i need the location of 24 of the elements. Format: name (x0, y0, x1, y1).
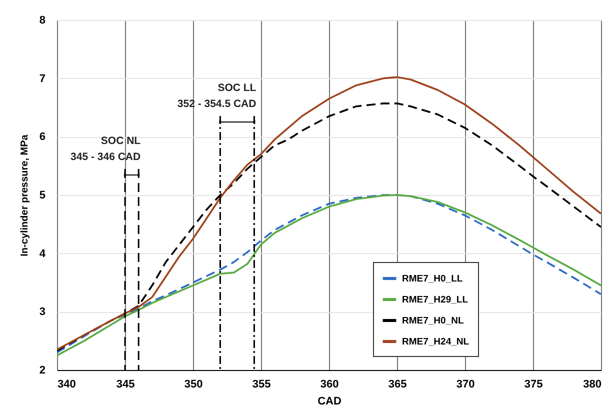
y-tick-label: 2 (39, 364, 46, 376)
x-tick-label: 360 (320, 378, 339, 390)
x-tick-label: 365 (388, 378, 407, 390)
annotation: SOC LL (218, 82, 257, 94)
x-tick-label: 380 (583, 378, 602, 390)
x-tick-label: 340 (58, 378, 76, 390)
x-tick-label: 350 (184, 378, 203, 390)
legend-label: RME7_H0_NL (402, 316, 464, 326)
y-tick-label: 4 (39, 248, 46, 260)
annotation: SOC NL (100, 135, 142, 147)
x-axis-title: CAD (318, 396, 342, 408)
legend-label: RME7_H29_LL (402, 294, 468, 306)
x-tick-label: 370 (456, 378, 475, 390)
x-tick-label: 345 (116, 378, 135, 390)
x-tick-label: 355 (252, 378, 271, 390)
y-axis-title: In-cylinder pressure, MPa (19, 134, 30, 256)
y-tick-label: 3 (39, 306, 46, 318)
y-tick-label: 6 (39, 131, 46, 144)
x-tick-label: 375 (524, 378, 543, 390)
legend-label: RME7_H24_NL (402, 336, 470, 348)
legend-label: RME7_H0_LL (402, 274, 463, 284)
y-tick-label: 8 (39, 14, 46, 26)
y-tick-label: 5 (39, 190, 46, 202)
y-tick-label: 7 (39, 72, 46, 85)
